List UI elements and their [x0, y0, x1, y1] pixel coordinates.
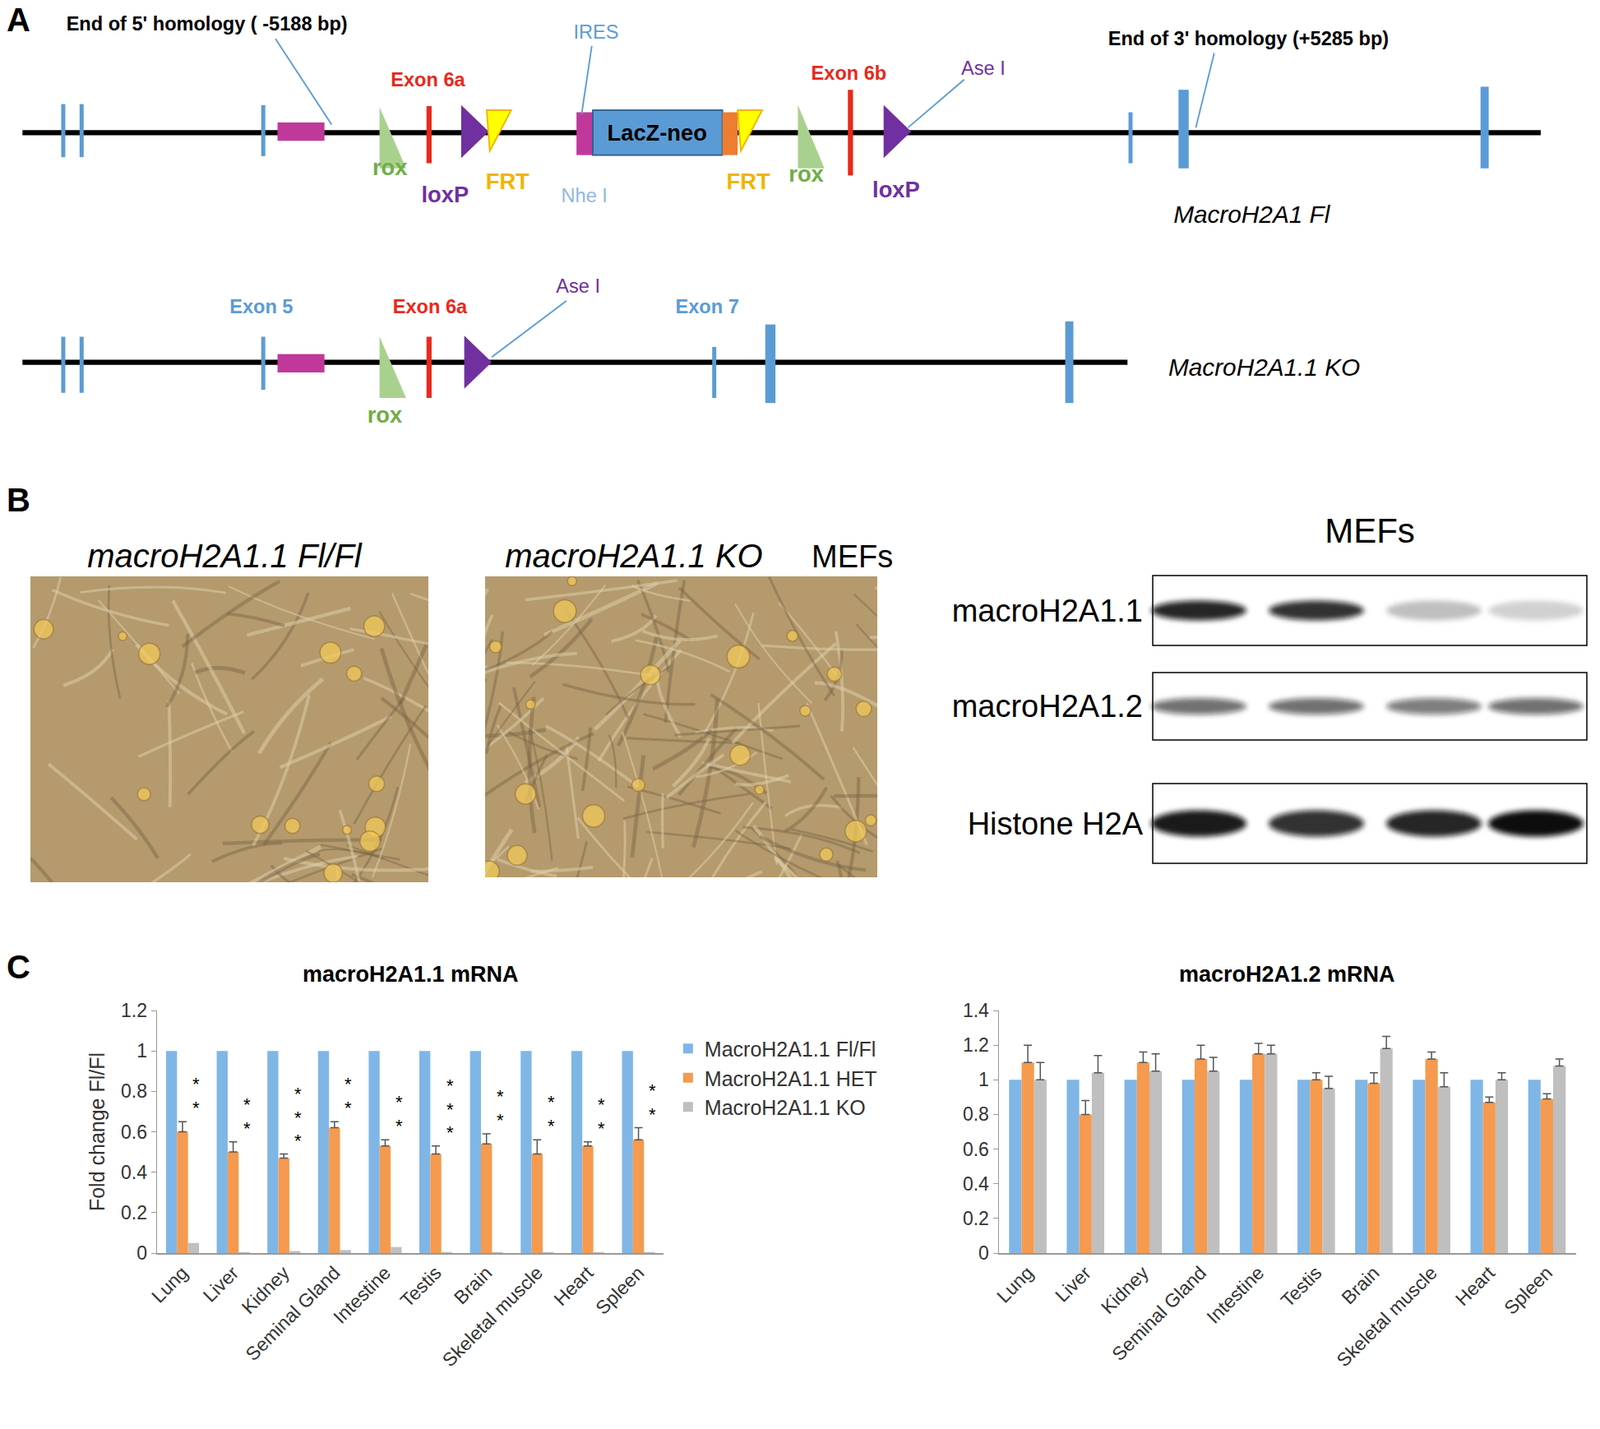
svg-text:***: ***: [294, 1083, 302, 1152]
svg-text:macroH2A1.2: macroH2A1.2: [952, 689, 1143, 724]
svg-text:MacroH2A1.1 KO: MacroH2A1.1 KO: [704, 1095, 866, 1120]
svg-text:Ase I: Ase I: [961, 57, 1006, 79]
svg-text:Exon 6a: Exon 6a: [390, 69, 466, 91]
svg-text:Spleen: Spleen: [591, 1262, 648, 1319]
svg-text:**: **: [344, 1073, 352, 1119]
svg-text:MEFs: MEFs: [1324, 511, 1416, 551]
svg-text:Intestine: Intestine: [328, 1262, 395, 1328]
svg-text:rox: rox: [372, 154, 407, 181]
svg-text:MacroH2A1.1 HET: MacroH2A1.1 HET: [704, 1067, 878, 1091]
svg-text:0: 0: [978, 1242, 990, 1264]
svg-text:Heart: Heart: [549, 1261, 598, 1310]
svg-text:Lung: Lung: [992, 1262, 1038, 1308]
svg-text:Brain: Brain: [449, 1262, 496, 1309]
svg-text:**: **: [496, 1086, 505, 1131]
svg-text:macroH2A1.1 Fl/Fl: macroH2A1.1 Fl/Fl: [87, 537, 363, 574]
svg-text:Seminal Gland: Seminal Gland: [1107, 1262, 1211, 1365]
svg-text:0.8: 0.8: [962, 1103, 990, 1125]
svg-text:0.8: 0.8: [120, 1080, 148, 1102]
svg-text:macroH2A1.1 KO: macroH2A1.1 KO: [504, 537, 763, 574]
svg-text:loxP: loxP: [421, 181, 470, 208]
svg-text:FRT: FRT: [726, 168, 771, 195]
svg-text:1.2: 1.2: [120, 999, 148, 1022]
svg-text:1.4: 1.4: [962, 999, 990, 1022]
svg-text:FRT: FRT: [485, 168, 530, 195]
svg-text:Exon 7: Exon 7: [675, 295, 740, 318]
svg-text:macroH2A1.1: macroH2A1.1: [952, 593, 1143, 629]
svg-text:rox: rox: [367, 402, 403, 428]
svg-text:rox: rox: [788, 161, 824, 187]
svg-text:Nhe I: Nhe I: [561, 184, 608, 207]
svg-text:Intestine: Intestine: [1202, 1262, 1268, 1328]
svg-text:MacroH2A1.1 Fl/Fl: MacroH2A1.1 Fl/Fl: [704, 1037, 876, 1061]
svg-text:Skeletal muscle: Skeletal muscle: [1332, 1262, 1442, 1371]
svg-text:Ase I: Ase I: [555, 275, 601, 297]
svg-text:**: **: [243, 1094, 251, 1139]
svg-text:Liver: Liver: [198, 1262, 244, 1307]
svg-text:Testis: Testis: [396, 1262, 446, 1312]
svg-text:A: A: [6, 1, 31, 38]
svg-text:Fold change Fl/Fl: Fold change Fl/Fl: [85, 1052, 109, 1212]
svg-text:0.4: 0.4: [962, 1173, 990, 1195]
svg-text:loxP: loxP: [872, 176, 921, 203]
svg-text:MacroH2A1 Fl: MacroH2A1 Fl: [1173, 200, 1332, 228]
svg-text:End of 3' homology (+5285 bp): End of 3' homology (+5285 bp): [1108, 27, 1389, 50]
svg-text:***: ***: [446, 1075, 454, 1143]
svg-text:Liver: Liver: [1050, 1262, 1096, 1307]
svg-text:Exon 5: Exon 5: [229, 295, 293, 318]
svg-text:0.2: 0.2: [962, 1207, 990, 1230]
svg-text:Brain: Brain: [1336, 1262, 1383, 1309]
svg-text:Kidney: Kidney: [237, 1262, 294, 1318]
svg-text:macroH2A1.2 mRNA: macroH2A1.2 mRNA: [1179, 961, 1396, 987]
svg-text:0: 0: [136, 1242, 148, 1264]
svg-text:MacroH2A1.1 KO: MacroH2A1.1 KO: [1168, 353, 1360, 381]
svg-text:Testis: Testis: [1276, 1262, 1327, 1312]
svg-text:Exon 6b: Exon 6b: [811, 62, 888, 84]
svg-text:Exon 6a: Exon 6a: [393, 295, 468, 318]
svg-text:**: **: [547, 1091, 555, 1137]
svg-text:Kidney: Kidney: [1096, 1262, 1153, 1318]
svg-text:B: B: [6, 481, 31, 518]
svg-text:macroH2A1.1 mRNA: macroH2A1.1 mRNA: [302, 961, 519, 987]
svg-text:**: **: [597, 1094, 606, 1139]
svg-text:LacZ-neo: LacZ-neo: [607, 120, 708, 146]
svg-text:0.4: 0.4: [120, 1161, 148, 1184]
svg-text:1: 1: [978, 1068, 990, 1091]
svg-text:Seminal Gland: Seminal Gland: [240, 1262, 344, 1365]
svg-text:IRES: IRES: [573, 21, 619, 43]
svg-text:Heart: Heart: [1451, 1261, 1500, 1310]
svg-text:Histone H2A: Histone H2A: [967, 806, 1144, 842]
svg-text:0.6: 0.6: [962, 1138, 990, 1161]
svg-text:1.2: 1.2: [962, 1034, 990, 1056]
svg-text:End of 5' homology ( -5188 bp): End of 5' homology ( -5188 bp): [66, 13, 348, 35]
svg-text:Lung: Lung: [147, 1262, 193, 1308]
svg-text:C: C: [6, 948, 31, 985]
svg-text:MEFs: MEFs: [811, 539, 893, 574]
svg-text:0.6: 0.6: [120, 1121, 148, 1143]
svg-text:Spleen: Spleen: [1499, 1262, 1557, 1319]
svg-text:**: **: [648, 1080, 657, 1125]
svg-text:1: 1: [136, 1040, 148, 1062]
svg-text:**: **: [395, 1091, 403, 1137]
svg-text:**: **: [192, 1073, 200, 1119]
svg-text:0.2: 0.2: [120, 1202, 148, 1224]
svg-text:Skeletal muscle: Skeletal muscle: [438, 1262, 547, 1371]
